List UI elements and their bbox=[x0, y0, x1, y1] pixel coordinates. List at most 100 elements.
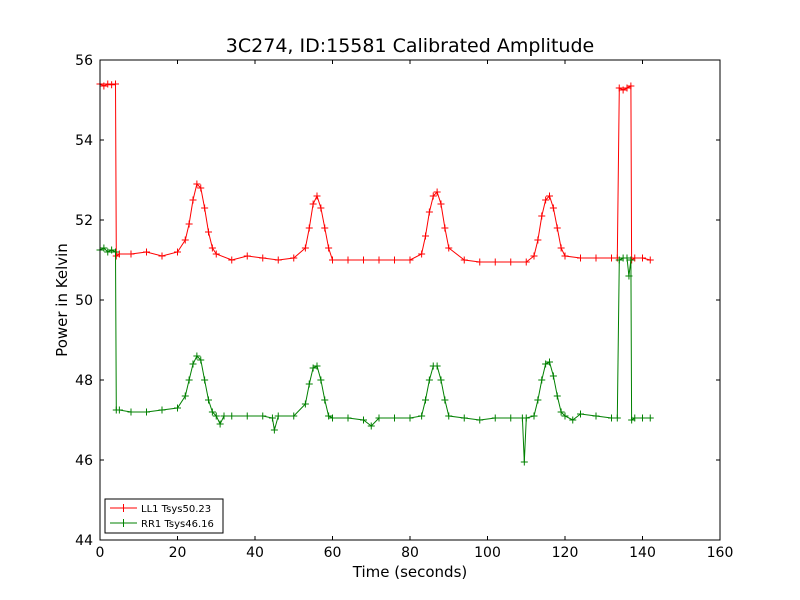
data-point-ll1 bbox=[557, 244, 565, 252]
data-point-ll1 bbox=[243, 252, 251, 260]
data-point-rr1 bbox=[115, 406, 123, 414]
data-point-ll1 bbox=[561, 252, 569, 260]
data-point-ll1 bbox=[321, 224, 329, 232]
data-point-rr1 bbox=[305, 380, 313, 388]
data-point-ll1 bbox=[197, 184, 205, 192]
data-point-rr1 bbox=[476, 416, 484, 424]
data-point-ll1 bbox=[631, 254, 639, 262]
data-point-ll1 bbox=[619, 86, 627, 94]
data-point-ll1 bbox=[507, 258, 515, 266]
data-point-rr1 bbox=[259, 412, 267, 420]
data-point-ll1 bbox=[623, 84, 631, 92]
data-point-ll1 bbox=[445, 244, 453, 252]
data-point-rr1 bbox=[639, 414, 646, 422]
data-point-rr1 bbox=[360, 416, 367, 424]
data-point-rr1 bbox=[613, 414, 621, 422]
x-axis-label: Time (seconds) bbox=[352, 563, 468, 581]
data-point-ll1 bbox=[104, 80, 112, 88]
data-point-ll1 bbox=[433, 188, 441, 196]
axis-ticks: 0 20 40 60 80 100 120 140 160 44 46 48 50 52 54 56 bbox=[75, 53, 733, 561]
data-point-rr1 bbox=[143, 408, 150, 416]
data-point-rr1 bbox=[625, 272, 633, 280]
data-point-ll1 bbox=[646, 256, 654, 264]
data-point-rr1 bbox=[425, 376, 433, 384]
data-point-ll1 bbox=[290, 254, 298, 262]
data-point-rr1 bbox=[623, 254, 631, 262]
data-point-ll1 bbox=[228, 256, 236, 264]
data-point-ll1 bbox=[429, 192, 437, 200]
data-point-rr1 bbox=[542, 360, 550, 368]
data-point-ll1 bbox=[301, 244, 309, 252]
data-point-ll1 bbox=[205, 228, 212, 236]
data-point-ll1 bbox=[127, 250, 135, 258]
data-point-rr1 bbox=[201, 376, 209, 384]
data-point-ll1 bbox=[425, 208, 433, 216]
data-point-rr1 bbox=[185, 376, 193, 384]
data-point-rr1 bbox=[538, 376, 546, 384]
data-point-ll1 bbox=[406, 256, 414, 264]
data-point-rr1 bbox=[646, 414, 654, 422]
data-point-rr1 bbox=[100, 244, 108, 252]
data-point-rr1 bbox=[375, 414, 383, 422]
series-layer bbox=[96, 80, 654, 466]
data-point-rr1 bbox=[520, 458, 528, 466]
data-point-ll1 bbox=[100, 82, 108, 90]
data-point-ll1 bbox=[112, 80, 119, 88]
data-point-ll1 bbox=[592, 254, 600, 262]
data-point-rr1 bbox=[577, 410, 584, 418]
data-point-rr1 bbox=[174, 404, 181, 412]
data-point-rr1 bbox=[592, 412, 600, 420]
data-point-ll1 bbox=[422, 232, 429, 240]
chart-title: 3C274, ID:15581 Calibrated Amplitude bbox=[226, 35, 594, 57]
data-point-ll1 bbox=[305, 224, 313, 232]
x-tick-label: 60 bbox=[324, 545, 342, 561]
data-point-rr1 bbox=[313, 362, 321, 370]
data-point-rr1 bbox=[220, 412, 228, 420]
data-point-rr1 bbox=[460, 414, 468, 422]
x-tick-label: 100 bbox=[474, 545, 501, 561]
data-point-rr1 bbox=[309, 364, 317, 372]
y-tick-label: 54 bbox=[75, 133, 93, 149]
data-point-ll1 bbox=[522, 258, 530, 266]
y-tick-label: 56 bbox=[75, 53, 93, 69]
data-point-rr1 bbox=[491, 414, 499, 422]
data-point-ll1 bbox=[418, 250, 426, 258]
data-point-rr1 bbox=[181, 392, 189, 400]
x-tick-label: 160 bbox=[707, 545, 734, 561]
legend-marker-rr1 bbox=[119, 519, 128, 527]
data-point-ll1 bbox=[189, 196, 197, 204]
data-point-rr1 bbox=[422, 396, 429, 404]
data-point-rr1 bbox=[127, 408, 135, 416]
data-point-rr1 bbox=[615, 256, 623, 264]
data-point-rr1 bbox=[189, 360, 197, 368]
data-point-ll1 bbox=[309, 200, 317, 208]
data-point-rr1 bbox=[522, 414, 530, 422]
legend-label-rr1: RR1 Tsys46.16 bbox=[141, 519, 214, 530]
data-point-rr1 bbox=[197, 356, 205, 364]
data-point-rr1 bbox=[561, 412, 569, 420]
legend-marker-ll1 bbox=[119, 504, 128, 512]
x-tick-label: 120 bbox=[552, 545, 579, 561]
legend-label-ll1: LL1 Tsys50.23 bbox=[141, 504, 211, 515]
data-point-rr1 bbox=[212, 412, 220, 420]
data-point-ll1 bbox=[546, 192, 553, 200]
data-point-rr1 bbox=[631, 414, 639, 422]
data-point-rr1 bbox=[208, 408, 216, 416]
data-point-ll1 bbox=[460, 256, 468, 264]
data-point-rr1 bbox=[433, 362, 441, 370]
data-point-rr1 bbox=[321, 396, 329, 404]
data-point-ll1 bbox=[360, 256, 367, 264]
data-point-ll1 bbox=[577, 254, 584, 262]
data-point-rr1 bbox=[301, 400, 309, 408]
y-tick-label: 46 bbox=[75, 453, 93, 469]
x-tick-label: 40 bbox=[246, 545, 264, 561]
data-point-ll1 bbox=[317, 204, 325, 212]
legend: LL1 Tsys50.23 RR1 Tsys46.16 bbox=[104, 498, 224, 534]
data-point-ll1 bbox=[313, 192, 321, 200]
data-point-rr1 bbox=[507, 414, 515, 422]
data-point-ll1 bbox=[325, 244, 333, 252]
data-point-rr1 bbox=[205, 396, 212, 404]
data-point-ll1 bbox=[212, 250, 220, 258]
data-point-rr1 bbox=[228, 412, 236, 420]
data-point-rr1 bbox=[317, 376, 325, 384]
